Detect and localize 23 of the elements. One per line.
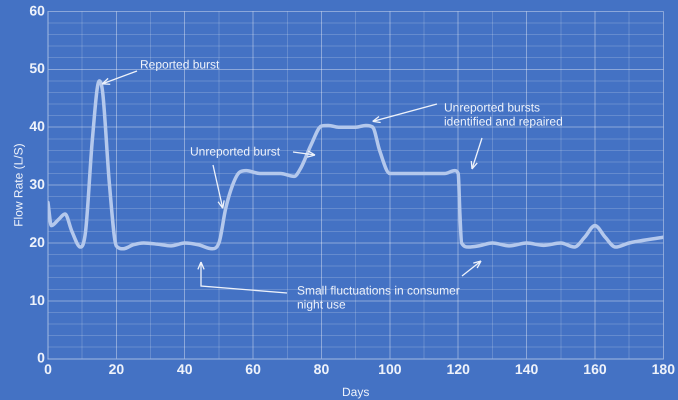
y-axis-title: Flow Rate (L/S)	[12, 143, 26, 227]
annotation: Small fluctuations in consumer night use	[297, 283, 460, 312]
x-tick-label: 60	[245, 361, 262, 378]
y-tick-label: 60	[29, 2, 46, 18]
y-tick-label: 50	[29, 60, 46, 76]
y-tick-label: 20	[29, 234, 46, 250]
annotation: Reported burst	[140, 57, 220, 72]
y-tick-label: 40	[29, 118, 46, 134]
x-tick-label: 100	[378, 361, 402, 378]
y-tick-label: 30	[29, 176, 46, 192]
x-tick-label: 80	[314, 361, 330, 378]
annotation: Unreported burst	[190, 144, 281, 158]
y-tick-label: 0	[37, 350, 46, 366]
x-axis-title: Days	[342, 385, 370, 400]
x-tick-label: 20	[108, 361, 124, 378]
line-series	[48, 79, 664, 251]
annotation: Unreported bursts identified and repaired	[444, 100, 563, 128]
x-tick-label: 140	[514, 361, 538, 378]
x-tick-label: 160	[583, 361, 607, 378]
x-tick-label: 120	[446, 361, 470, 378]
x-tick-label: 180	[652, 361, 676, 378]
x-tick-label: 40	[176, 361, 193, 378]
y-tick-label: 10	[29, 292, 46, 308]
